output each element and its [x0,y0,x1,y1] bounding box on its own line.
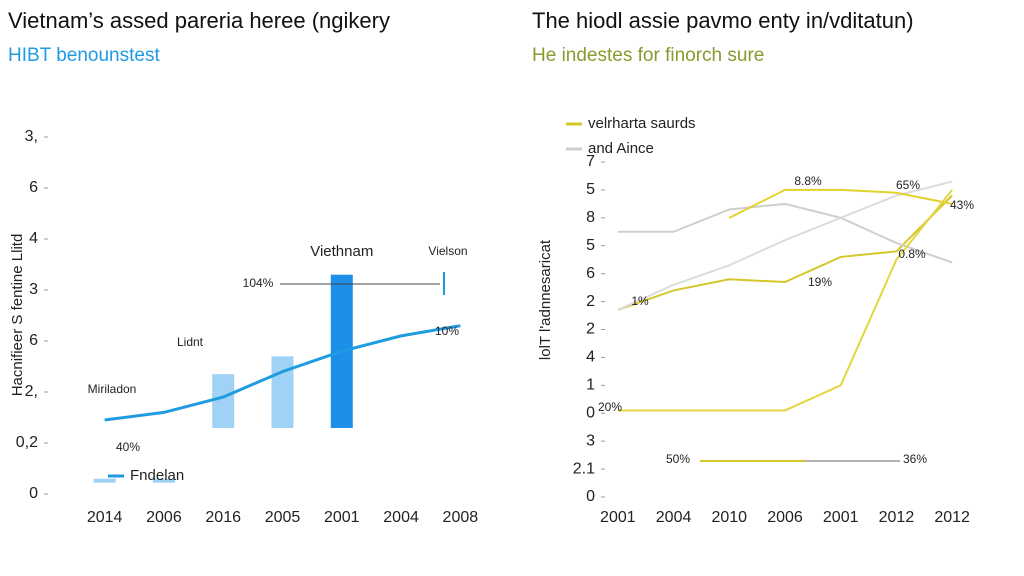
y-tick-label: 4 [29,230,38,247]
bar [93,478,116,483]
chart-subtitle: HIBT benounstest [8,45,160,66]
y-tick-label: 0,2 [16,434,38,451]
x-tick-label: 2001 [600,509,636,526]
x-tick-label: 2014 [87,509,123,526]
annotation: 50% [666,452,690,466]
x-tick-label: 2010 [711,509,747,526]
bar [212,374,235,428]
y-tick-label: 3, [25,128,38,145]
legend-label: velrharta saurds [588,115,696,132]
annotation: 8.8% [794,174,822,188]
bar [152,478,175,483]
annotation: 20% [598,400,622,414]
x-tick-label: 2016 [205,509,241,526]
y-axis-label: Hacnifieer S fentine Llitd [9,234,26,397]
annotation: 36% [903,452,927,466]
y-tick-label: 5 [586,237,595,254]
annotation: Lidnt [177,335,204,349]
annotation: Vielson [428,244,467,258]
y-tick-label: 7 [586,153,595,170]
x-tick-label: 2004 [383,509,419,526]
annotation: 10% [435,324,459,338]
annotation: 40% [116,440,140,454]
y-tick-label: 2 [586,293,595,310]
chart-title: Vietnam’s assed pareria heree (ngikery [8,8,390,33]
data-line [728,188,953,219]
data-line [617,194,953,311]
data-line [617,202,953,264]
y-axis-label: lolT l'adnnesaricat [537,239,554,360]
data-line [617,189,953,412]
y-tick-label: 6 [586,265,595,282]
x-tick-label: 2006 [767,509,803,526]
y-tick-label: 6 [29,332,38,349]
x-tick-label: 2006 [146,509,182,526]
annotation: 19% [808,275,832,289]
data-line [617,180,953,311]
x-tick-label: 2008 [443,509,479,526]
y-tick-label: 1 [586,377,595,394]
data-line [104,324,461,422]
annotation: 1% [631,294,649,308]
annotation: 43% [950,198,974,212]
y-tick-label: 3 [586,432,595,449]
chart-subtitle: He indestes for finorch sure [532,45,764,66]
legend-label: Fndelan [130,467,184,484]
bar-label: Viethnam [310,243,373,260]
y-tick-label: 8 [586,209,595,226]
y-tick-label: 0 [586,488,595,505]
x-tick-label: 2012 [934,509,970,526]
x-tick-label: 2001 [324,509,360,526]
annotation: 104% [243,276,274,290]
x-tick-label: 2005 [265,509,301,526]
chart-title: The hiodl assie pavmo enty in/vditatun) [532,8,914,33]
x-tick-label: 2012 [879,509,915,526]
y-tick-label: 4 [586,349,595,366]
y-tick-label: 2, [25,383,38,400]
x-tick-label: 2004 [656,509,692,526]
y-tick-label: 6 [29,179,38,196]
y-tick-label: 0 [586,404,595,421]
y-tick-label: 3 [29,281,38,298]
x-tick-label: 2001 [823,509,859,526]
y-tick-label: 2 [586,321,595,338]
legend-label: and Aince [588,140,654,157]
y-tick-label: 2.1 [573,460,595,477]
annotation: 65% [896,178,920,192]
y-tick-label: 0 [29,485,38,502]
bar [271,356,294,428]
annotation: Miriladon [88,382,137,396]
annotation: 0.8% [898,247,926,261]
y-tick-label: 5 [586,181,595,198]
